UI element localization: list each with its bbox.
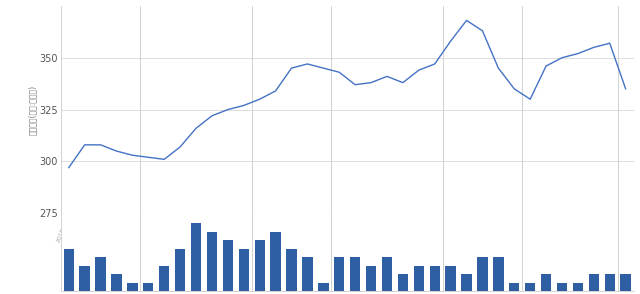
Bar [159, 266, 170, 291]
Bar [255, 240, 265, 291]
Bar [223, 240, 233, 291]
Bar [493, 257, 504, 291]
Bar [382, 257, 392, 291]
Bar [445, 266, 456, 291]
Bar [191, 223, 201, 291]
Bar [509, 283, 520, 291]
Bar [175, 249, 186, 291]
Bar [429, 266, 440, 291]
Bar [79, 266, 90, 291]
Bar [413, 266, 424, 291]
Bar [63, 249, 74, 291]
Bar [620, 274, 631, 291]
Bar [397, 274, 408, 291]
Bar [286, 249, 297, 291]
Bar [143, 283, 154, 291]
Y-axis label: 거래금액(단위:백만원): 거래금액(단위:백만원) [28, 84, 36, 135]
Bar [557, 283, 567, 291]
Bar [271, 232, 281, 291]
Bar [541, 274, 551, 291]
Bar [605, 274, 615, 291]
Bar [334, 257, 344, 291]
Bar [366, 266, 376, 291]
Bar [477, 257, 488, 291]
Bar [302, 257, 312, 291]
Bar [239, 249, 249, 291]
Bar [461, 274, 472, 291]
Bar [111, 274, 122, 291]
Bar [573, 283, 583, 291]
Bar [127, 283, 138, 291]
Bar [589, 274, 599, 291]
Bar [207, 232, 217, 291]
Bar [95, 257, 106, 291]
Bar [350, 257, 360, 291]
Bar [318, 283, 328, 291]
Bar [525, 283, 535, 291]
